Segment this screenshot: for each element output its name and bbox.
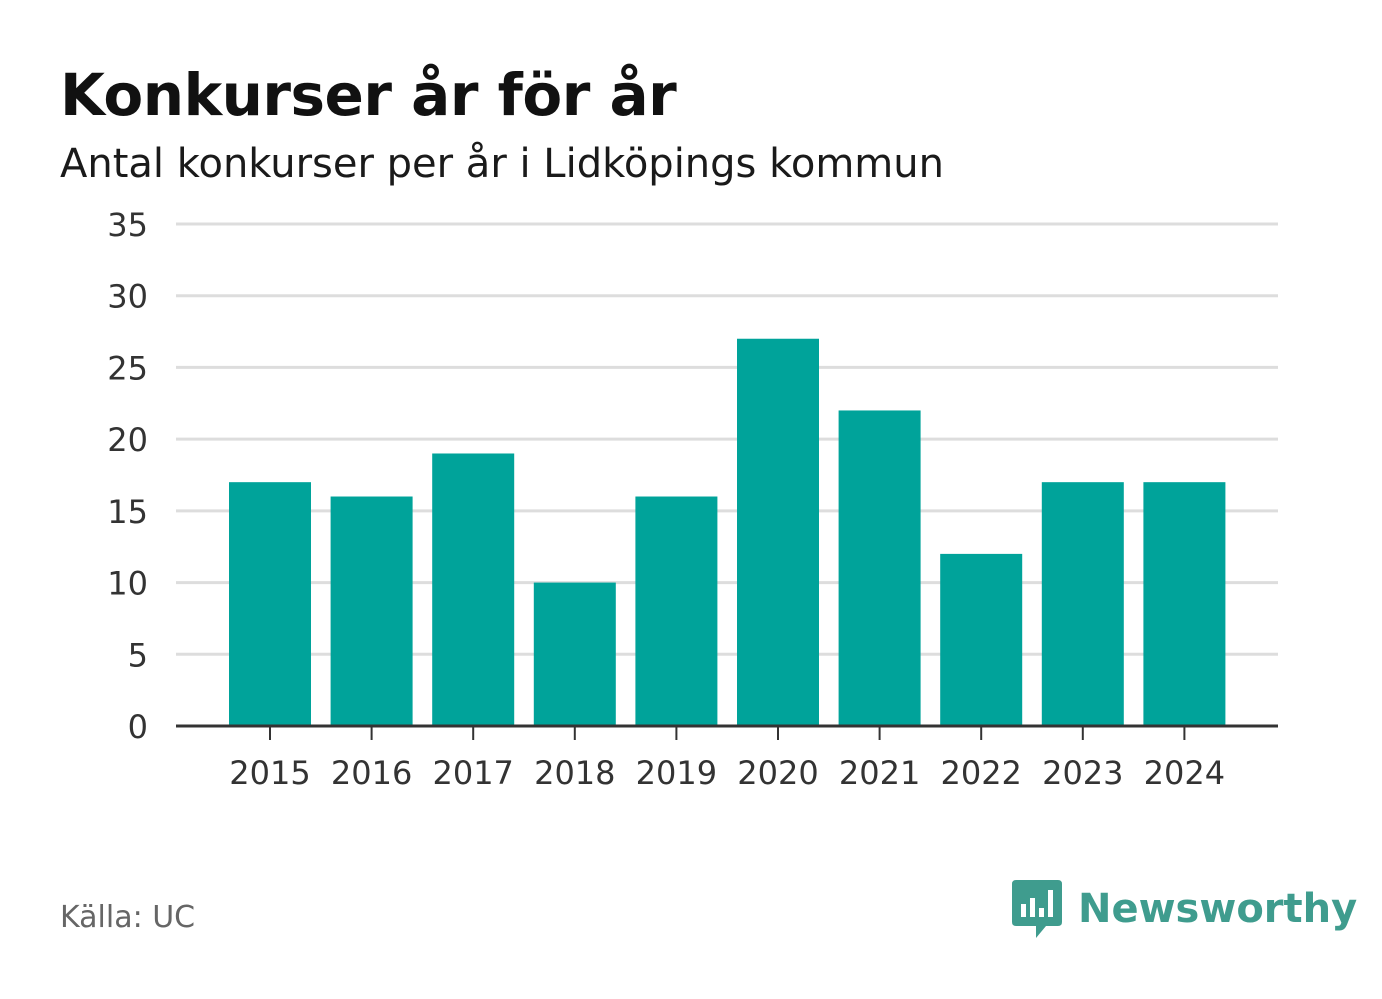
- bar-2017: [432, 453, 515, 726]
- y-tick-label: 20: [107, 421, 148, 459]
- x-tick-label: 2019: [636, 754, 717, 792]
- y-tick-label: 30: [107, 278, 148, 316]
- bar-2016: [330, 496, 413, 726]
- x-tick-label: 2022: [940, 754, 1021, 792]
- x-tick-label: 2017: [432, 754, 513, 792]
- x-tick-label: 2021: [839, 754, 920, 792]
- y-tick-label: 15: [107, 493, 148, 531]
- y-tick-label: 0: [128, 708, 148, 746]
- y-tick-label: 5: [128, 636, 148, 674]
- brand-name: Newsworthy: [1078, 886, 1358, 932]
- bar-2022: [940, 553, 1023, 726]
- brand-logo: Newsworthy: [1012, 880, 1357, 938]
- bar-2019: [635, 496, 718, 726]
- x-tick-label: 2015: [229, 754, 310, 792]
- bar-2021: [838, 410, 921, 726]
- bars: [229, 338, 1226, 726]
- x-tick-label: 2020: [737, 754, 818, 792]
- axes: [176, 724, 1278, 740]
- source-note: Källa: UC: [60, 900, 196, 935]
- x-tick-label: 2023: [1042, 754, 1123, 792]
- x-tick-label: 2018: [534, 754, 615, 792]
- chart-title: Konkurser år för år: [60, 61, 677, 129]
- bar-2015: [229, 482, 311, 726]
- newsworthy-logo-icon: [1012, 880, 1062, 938]
- y-tick-label: 25: [107, 349, 148, 387]
- bar-2024: [1143, 482, 1226, 726]
- x-tick-label: 2024: [1144, 754, 1225, 792]
- tick-labels: 0 5 10 15 20 25 30 35 2015 2016 2017 2018 2019 2020 20…: [107, 206, 1225, 792]
- bar-2020: [737, 338, 819, 726]
- chart-subtitle: Antal konkurser per år i Lidköpings komm…: [60, 141, 944, 187]
- x-tick-label: 2016: [331, 754, 412, 792]
- y-tick-label: 35: [107, 206, 148, 244]
- bar-2023: [1041, 482, 1124, 726]
- y-tick-label: 10: [107, 565, 148, 603]
- bar-2018: [533, 582, 616, 726]
